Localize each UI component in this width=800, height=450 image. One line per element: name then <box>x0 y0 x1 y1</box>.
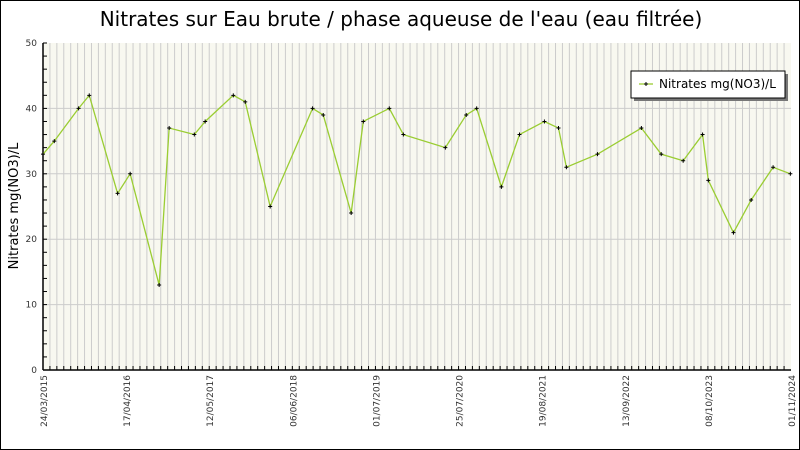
data-point <box>542 119 547 124</box>
data-point <box>564 165 569 170</box>
data-point <box>499 184 504 189</box>
y-tick-label: 40 <box>26 104 38 114</box>
data-point <box>474 106 479 111</box>
data-point <box>128 171 133 176</box>
data-point <box>681 158 686 163</box>
x-tick-label: 13/09/2022 <box>622 375 632 427</box>
x-tick-label: 01/11/2024 <box>788 375 798 427</box>
data-point <box>268 204 273 209</box>
data-point <box>231 93 236 98</box>
legend-marker <box>644 82 648 86</box>
data-point <box>321 112 326 117</box>
data-point <box>556 126 561 131</box>
data-point <box>41 152 45 157</box>
data-point <box>771 165 776 170</box>
data-point <box>203 119 208 124</box>
x-tick-label: 01/07/2019 <box>372 375 382 427</box>
y-tick-label: 0 <box>31 366 37 376</box>
data-point <box>157 282 162 287</box>
x-tick-label: 24/03/2015 <box>40 375 50 427</box>
data-point <box>361 119 366 124</box>
x-tick-label: 08/10/2023 <box>705 375 715 427</box>
y-tick-label: 20 <box>26 235 38 245</box>
data-point <box>167 126 172 131</box>
data-point <box>387 106 392 111</box>
y-tick-label: 10 <box>26 301 38 311</box>
x-tick-label: 19/08/2021 <box>539 375 549 427</box>
data-point <box>310 106 315 111</box>
data-point <box>52 139 57 144</box>
y-axis-label: Nitrates mg(NO3)/L <box>7 142 22 269</box>
data-point <box>115 191 120 196</box>
data-point <box>517 132 522 137</box>
data-point <box>659 152 664 157</box>
data-point <box>87 93 92 98</box>
data-point <box>401 132 406 137</box>
y-tick-label: 30 <box>26 170 38 180</box>
data-point <box>731 230 736 235</box>
data-point <box>700 132 705 137</box>
data-point <box>788 171 793 176</box>
data-point <box>192 132 197 137</box>
y-tick-label: 50 <box>26 39 38 49</box>
legend-box <box>630 70 786 99</box>
data-point <box>76 106 81 111</box>
data-point <box>706 178 711 183</box>
data-point <box>749 197 754 202</box>
chart-title: Nitrates sur Eau brute / phase aqueuse d… <box>99 7 703 31</box>
x-tick-label: 17/04/2016 <box>123 375 133 427</box>
x-tick-label: 12/05/2017 <box>206 375 216 427</box>
x-tick-label: 06/06/2018 <box>289 375 299 427</box>
data-point <box>464 112 469 117</box>
x-tick-label: 25/07/2020 <box>456 375 466 427</box>
legend-label: Nitrates mg(NO3)/L <box>659 77 776 91</box>
data-point <box>243 99 248 104</box>
data-point <box>639 126 644 131</box>
data-point <box>443 145 448 150</box>
data-point <box>595 152 600 157</box>
data-point <box>349 211 354 216</box>
